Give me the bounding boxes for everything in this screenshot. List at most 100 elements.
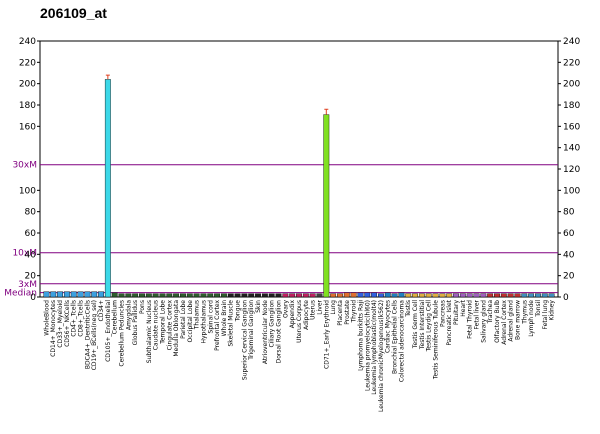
bar — [528, 293, 535, 298]
right-tick-label: 140 — [563, 144, 580, 154]
bar — [70, 291, 77, 298]
bar — [248, 293, 255, 298]
category-label: Cerebellum Peduncles — [119, 300, 126, 367]
category-label: Subthalamic Nucleus — [146, 300, 153, 363]
reference-label: Median — [4, 289, 37, 299]
bar — [91, 291, 98, 298]
category-label: Leukemia chronicMyelogenous(k562) — [378, 300, 385, 412]
bar — [432, 293, 439, 298]
bar — [425, 293, 432, 298]
left-tick-label: 240 — [19, 37, 36, 47]
category-label: CD19+_BCells(neg_sel) — [91, 300, 98, 370]
bar — [350, 292, 357, 298]
bar — [337, 293, 343, 298]
category-label: Heart — [460, 299, 467, 316]
category-label: Adrenal Cortex — [501, 300, 508, 345]
right-tick-label: 20 — [563, 272, 575, 282]
category-label: Pancreas — [439, 300, 446, 327]
bar — [111, 292, 118, 298]
bar — [391, 293, 398, 298]
category-label: CD34+ — [98, 300, 105, 321]
category-label: Spinal cord — [207, 300, 214, 334]
category-label: Pancreatic Islet — [446, 299, 453, 345]
category-label: Leukemia promyelocytic(hl60) — [364, 300, 371, 391]
category-label: Lymphoma burkitts Raji — [357, 300, 364, 371]
bar — [118, 293, 125, 298]
bar — [125, 293, 132, 298]
bar — [357, 292, 364, 298]
bar — [145, 293, 152, 298]
category-label: Atrioventricular Node — [262, 300, 269, 364]
category-label: Testis — [405, 300, 412, 318]
category-label: BDCA4+_DentriticCells — [84, 300, 91, 369]
bar — [139, 293, 145, 298]
bar — [241, 293, 248, 298]
bar — [487, 293, 494, 298]
category-label: Globus Pallidus — [132, 300, 139, 345]
bar — [309, 293, 316, 298]
right-tick-label: 40 — [563, 250, 575, 260]
bar — [377, 293, 384, 298]
category-label: Trigeminal Ganglion — [248, 300, 255, 361]
bar — [227, 293, 234, 298]
left-tick-label: 160 — [19, 122, 36, 132]
left-tick-label: 0 — [30, 293, 36, 303]
bar — [453, 293, 459, 298]
category-label: Thalamus — [194, 300, 201, 330]
category-label: Temporal Lobe — [159, 300, 166, 345]
bar — [186, 293, 193, 298]
bars — [43, 74, 555, 298]
category-label: Olfactory Bulb — [494, 300, 501, 343]
category-label: Fetal lung — [542, 300, 549, 330]
bar — [289, 293, 296, 298]
category-label: Pituitary — [453, 300, 460, 325]
category-label: Leukemia lymphoblastic(molt4) — [371, 300, 378, 395]
category-label: CD33+_Myeloid — [57, 300, 64, 348]
bar — [207, 293, 214, 298]
category-label: Prefrontal Cortex — [214, 300, 221, 351]
category-label: Amygdala — [125, 300, 132, 330]
bar — [166, 293, 173, 298]
bar — [459, 293, 466, 298]
bar — [268, 293, 275, 298]
bar — [200, 293, 207, 298]
right-tick-label: 80 — [563, 208, 575, 218]
category-label: Fetal Thyroid — [467, 300, 474, 339]
left-tick-label: 20 — [25, 272, 37, 282]
bar — [439, 293, 446, 298]
category-label: Hypothalamus — [200, 300, 207, 344]
category-label: Medulla Oblongata — [173, 300, 180, 357]
bar — [98, 291, 104, 298]
bar — [535, 293, 541, 298]
reference-label: 10xM — [12, 249, 37, 259]
bar — [173, 293, 180, 298]
category-label: CD8+_Tcells — [78, 300, 85, 337]
bar — [296, 293, 302, 298]
category-label: CD105+_Endothelial — [105, 300, 112, 362]
bar — [261, 293, 268, 298]
left-tick-label: 60 — [25, 229, 37, 239]
bar — [316, 293, 323, 298]
right-tick-label: 100 — [563, 186, 580, 196]
category-label: Ovary — [282, 300, 289, 318]
left-tick-label: 40 — [25, 250, 37, 260]
category-label: Skeletal Muscle — [228, 300, 235, 347]
reference-label: 30xM — [12, 161, 37, 171]
bar — [412, 293, 418, 298]
bar — [398, 292, 405, 298]
bar — [541, 293, 548, 298]
category-label: CD56+_NKCells — [64, 300, 71, 347]
bar — [330, 293, 337, 298]
category-label: Salivary gland — [480, 300, 487, 343]
category-label: Liver — [316, 299, 323, 314]
bar — [152, 293, 159, 298]
bar — [63, 291, 70, 298]
category-label: CD14+_Monocytes — [50, 300, 57, 357]
right-tick-label: 60 — [563, 229, 575, 239]
category-label: Parietal Lobe — [180, 300, 187, 339]
bar — [214, 293, 221, 298]
category-label: Thymus — [521, 300, 528, 325]
bar — [446, 293, 453, 298]
